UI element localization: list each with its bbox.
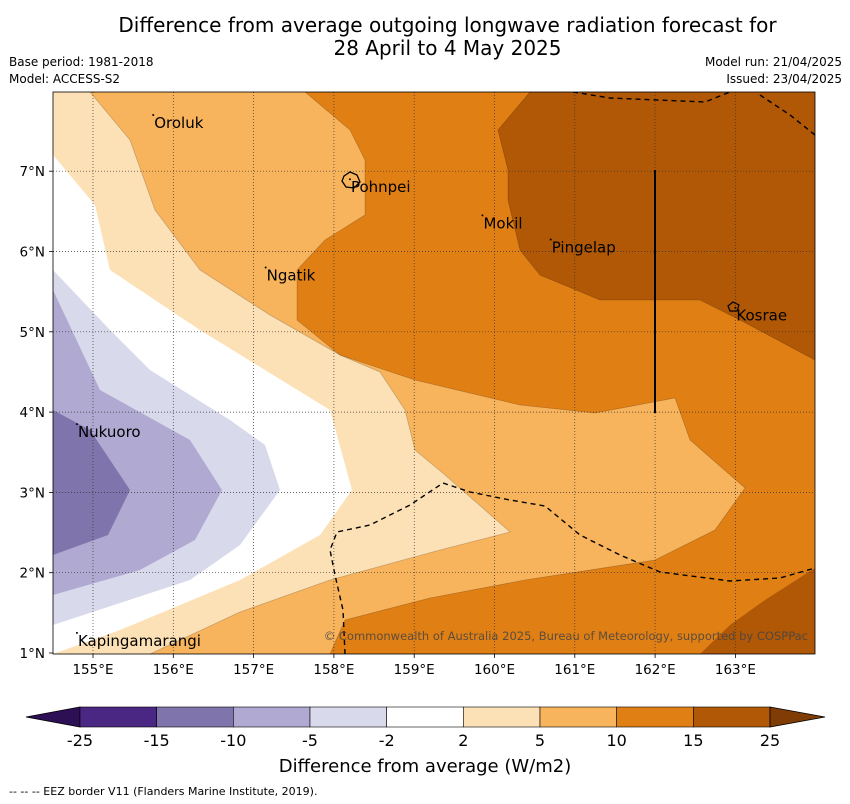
longitude-label: 163°E (715, 662, 756, 678)
colorbar-cell (616, 706, 694, 728)
colorbar-tick-label: -10 (220, 731, 246, 750)
latitude-label: 5°N (20, 325, 45, 341)
place-label: Oroluk (154, 114, 203, 132)
model-info: Base period: 1981-2018 Model: ACCESS-S2 (9, 54, 154, 88)
colorbar-tick-label: 5 (535, 731, 545, 750)
colorbar-cell (156, 706, 234, 728)
longitude-label: 156°E (153, 662, 194, 678)
model-run-date: Model run: 21/04/2025 (704, 55, 842, 69)
place-marker (734, 306, 737, 309)
colorbar: -25 -15 -10 -5 -2 2 5 10 15 25 Difference from av… (25, 706, 826, 777)
colorbar-tick-label: 10 (606, 731, 626, 750)
colorbar-tick-label: 25 (760, 731, 780, 750)
colorbar-high-arrow (769, 706, 826, 728)
place-label: Nukuoro (78, 423, 141, 441)
latitude-labels: 7°N 6°N 5°N 4°N 3°N 2°N 1°N (20, 164, 53, 662)
latitude-label: 3°N (20, 485, 45, 501)
latitude-label: 4°N (20, 405, 45, 421)
model-name: Model: ACCESS-S2 (9, 72, 121, 86)
issued-date: Issued: 23/04/2025 (726, 72, 842, 86)
place-marker (75, 423, 78, 426)
longitude-label: 160°E (474, 662, 515, 678)
longitude-label: 161°E (554, 662, 595, 678)
title-line-1: Difference from average outgoing longwav… (118, 13, 777, 37)
colorbar-label: Difference from average (W/m2) (279, 756, 571, 777)
place-label: Ngatik (267, 267, 316, 285)
colorbar-cell (539, 706, 617, 728)
colorbar-tick-label: -25 (67, 731, 93, 750)
place-label: Mokil (483, 214, 522, 232)
longitude-label: 155°E (72, 662, 113, 678)
place-label: Kosrae (736, 307, 787, 325)
pohnpei-island-icon (341, 171, 361, 189)
colorbar-tick-label: -15 (144, 731, 170, 750)
latitude-label: 7°N (20, 164, 45, 180)
graticule (53, 92, 815, 654)
place-marker (348, 178, 351, 181)
colorbar-cell (233, 706, 311, 728)
eez-legend-note: -- -- -- EEZ border V11 (Flanders Marine… (9, 785, 318, 798)
anomaly-band-minus15-minus10 (53, 410, 130, 555)
colorbar-cell (463, 706, 541, 728)
place-label: Pingelap (552, 238, 616, 256)
title-line-2: 28 April to 4 May 2025 (333, 36, 562, 60)
place-label: Kapingamarangi (78, 632, 201, 650)
longitude-label: 159°E (394, 662, 435, 678)
place-marker (264, 266, 267, 269)
eez-border (329, 92, 815, 654)
longitude-labels: 155°E 156°E 157°E 158°E 159°E 160°E 161°E 162°E… (72, 654, 756, 678)
colorbar-tick-label: -2 (379, 731, 395, 750)
map-area: Oroluk Pohnpei Mokil Pingelap Ngatik Kosrae Nu… (53, 92, 815, 654)
run-info: Model run: 21/04/2025 Issued: 23/04/2025 (705, 54, 842, 88)
colorbar-tick-labels: -25 -15 -10 -5 -2 2 5 10 15 25 (67, 731, 780, 750)
colorbar-cell (693, 706, 771, 728)
colorbar-tick-label: 15 (683, 731, 703, 750)
place-marker (549, 238, 552, 241)
place-marker (152, 113, 155, 116)
latitude-label: 1°N (20, 646, 45, 662)
map-title: Difference from average outgoing longwav… (0, 14, 850, 60)
map-frame (52, 91, 816, 655)
colorbar-cell (79, 706, 157, 728)
base-period: Base period: 1981-2018 (9, 55, 154, 69)
anomaly-band-15-25-south (700, 568, 815, 654)
longitude-label: 162°E (635, 662, 676, 678)
copyright-notice: © Commonwealth of Australia 2025, Bureau… (324, 629, 808, 643)
place-marker (481, 214, 484, 217)
latitude-label: 2°N (20, 566, 45, 582)
colorbar-low-arrow (25, 706, 81, 728)
colorbar-tick-label: -5 (302, 731, 318, 750)
latitude-label: 6°N (20, 245, 45, 261)
longitude-label: 157°E (233, 662, 274, 678)
colorbar-tick-label: 2 (458, 731, 468, 750)
place-marker (75, 631, 78, 634)
place-label: Pohnpei (351, 178, 411, 196)
colorbar-cell (386, 706, 464, 728)
longitude-label: 158°E (313, 662, 354, 678)
colorbar-cell (309, 706, 387, 728)
kosrae-island-icon (727, 301, 740, 312)
